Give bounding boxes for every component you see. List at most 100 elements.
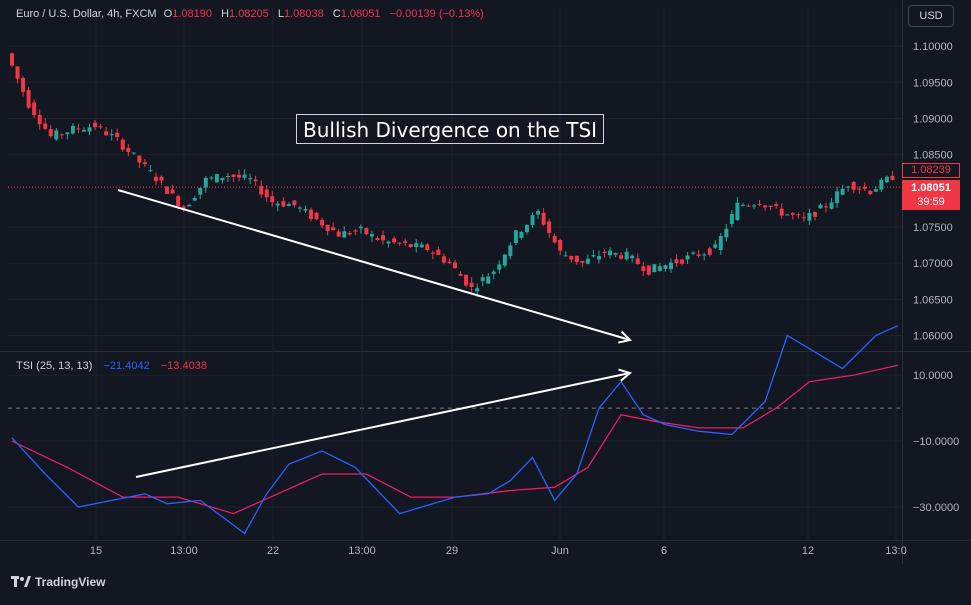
candle-body	[76, 128, 81, 130]
last-price-tag: 1.08051 39:59	[902, 180, 960, 210]
candle-body	[231, 174, 236, 177]
candle-body	[453, 262, 457, 269]
tradingview-logo[interactable]: TradingView	[11, 575, 105, 589]
candle-body	[392, 238, 397, 243]
candle-body	[98, 126, 103, 128]
candle-body	[270, 196, 275, 203]
change-value: −0.00139 (−0.13%)	[389, 8, 484, 20]
candle-body	[752, 205, 757, 207]
candle-body	[65, 132, 70, 135]
candle-body	[524, 224, 529, 233]
candle-body	[381, 235, 386, 241]
candle-body	[801, 217, 806, 219]
currency-button[interactable]: USD	[908, 5, 954, 27]
candle-body	[331, 227, 336, 231]
candle-body	[585, 258, 590, 264]
candle-body	[558, 239, 563, 251]
price-tick-label: 1.06000	[913, 331, 953, 343]
close-label: C	[332, 8, 341, 20]
candle-body	[225, 175, 230, 177]
candle-body	[159, 176, 164, 181]
time-tick-label: 15	[90, 545, 102, 557]
indicator-name[interactable]: TSI (25, 13, 13)	[16, 360, 93, 372]
candle-body	[879, 179, 884, 190]
candle-body	[48, 129, 53, 137]
candle-body	[364, 227, 369, 235]
candle-body	[840, 188, 845, 195]
candle-body	[248, 178, 253, 180]
candle-body	[702, 254, 707, 256]
candle-body	[608, 250, 613, 256]
candle-body	[10, 53, 14, 66]
candle-body	[824, 206, 829, 208]
candle-body	[320, 219, 325, 226]
candle-body	[541, 212, 546, 225]
candle-body	[497, 264, 502, 270]
time-tick-label: Jun	[551, 545, 569, 557]
candle-body	[890, 175, 895, 180]
candle-body	[740, 204, 745, 206]
candle-body	[220, 177, 225, 181]
tsi-tick-label: −30.0000	[913, 502, 959, 514]
candle-body	[846, 186, 851, 188]
candle-body	[646, 265, 651, 275]
candle-body	[591, 255, 596, 257]
candle-body	[574, 255, 579, 263]
high-label: H	[221, 8, 230, 20]
candle-body	[552, 235, 557, 243]
candle-body	[15, 66, 20, 79]
price-tick-label: 1.09000	[913, 113, 953, 125]
candle-body	[774, 204, 779, 206]
indicator-header: TSI (25, 13, 13) −21.4042 −13.4038	[16, 360, 207, 372]
candle-body	[851, 182, 856, 190]
candle-body	[619, 255, 624, 259]
candle-body	[724, 228, 729, 238]
candle-body	[663, 265, 668, 269]
candle-body	[198, 187, 203, 195]
high-value: 1.08205	[229, 8, 269, 20]
candle-body	[59, 134, 64, 136]
candle-body	[104, 131, 109, 136]
symbol-name[interactable]: Euro / U.S. Dollar, 4h, FXCM	[16, 8, 157, 20]
candle-body	[862, 186, 867, 189]
candle-body	[375, 237, 380, 241]
candle-body	[253, 179, 258, 182]
candle-body	[264, 189, 269, 198]
candle-body	[347, 233, 352, 235]
candle-body	[569, 255, 574, 260]
candle-body	[873, 189, 878, 192]
candle-body	[292, 200, 297, 206]
candle-body	[192, 198, 197, 201]
tsi-tick-label: −10.0000	[913, 436, 959, 448]
candle-body	[707, 248, 712, 255]
high-price-tag: 1.08239	[902, 163, 960, 178]
candle-body	[818, 204, 823, 209]
candle-body	[547, 221, 552, 234]
candle-body	[447, 261, 452, 263]
candle-body	[668, 262, 673, 270]
candle-body	[796, 214, 801, 216]
candle-body	[242, 174, 247, 178]
symbol-header: Euro / U.S. Dollar, 4h, FXCM O1.08190 H1…	[16, 8, 490, 20]
tsi-divergence-arrow-shaft	[135, 372, 631, 478]
tradingview-wordmark: TradingView	[35, 575, 106, 589]
candle-body	[32, 102, 37, 116]
candle-body	[469, 282, 474, 288]
candle-body	[519, 231, 524, 238]
candle-body	[718, 236, 723, 251]
candle-body	[336, 231, 341, 237]
candle-body	[314, 212, 319, 220]
candle-body	[868, 190, 873, 195]
price-tick-label: 1.09500	[913, 77, 953, 89]
tsi-tick-label: 10.0000	[913, 370, 953, 382]
candle-body	[419, 244, 424, 248]
time-tick-label: 13:00	[170, 545, 198, 557]
candle-body	[386, 241, 391, 244]
tradingview-icon	[11, 576, 31, 587]
candle-body	[43, 123, 48, 129]
candle-body	[530, 215, 535, 225]
candle-body	[464, 274, 469, 286]
candle-body	[657, 266, 662, 271]
